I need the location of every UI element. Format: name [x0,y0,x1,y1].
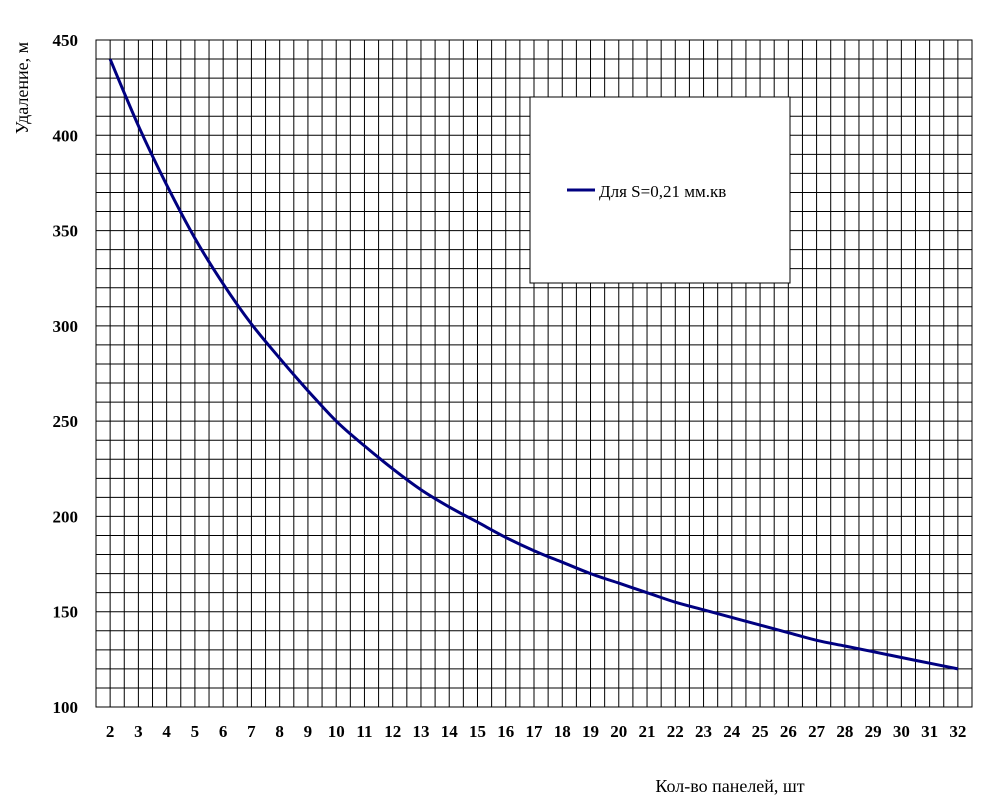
legend-label: Для S=0,21 мм.кв [599,182,726,201]
x-tick-label: 9 [304,722,313,741]
x-tick-label: 25 [752,722,769,741]
x-tick-label: 27 [808,722,826,741]
x-tick-label: 15 [469,722,486,741]
x-tick-label: 22 [667,722,684,741]
x-tick-label: 8 [275,722,284,741]
x-axis-ticks: 2 3 4 5 6 7 8 9 10 11 12 13 14 15 16 17 18 19 20 21 22 23 24 25… [106,722,966,741]
x-tick-label: 29 [865,722,882,741]
x-tick-label: 32 [949,722,966,741]
x-tick-label: 12 [384,722,401,741]
x-tick-label: 10 [328,722,345,741]
y-tick-label: 150 [53,603,79,622]
x-tick-label: 16 [497,722,514,741]
x-tick-label: 26 [780,722,797,741]
x-tick-label: 13 [412,722,429,741]
y-tick-label: 350 [53,222,79,241]
x-axis-title: Кол-во панелей, шт [655,776,804,796]
x-tick-label: 24 [723,722,741,741]
y-tick-label: 400 [53,126,79,145]
x-tick-label: 3 [134,722,143,741]
x-tick-label: 14 [441,722,459,741]
x-tick-label: 23 [695,722,712,741]
x-tick-label: 28 [836,722,853,741]
x-tick-label: 11 [356,722,372,741]
x-tick-label: 6 [219,722,228,741]
y-tick-label: 300 [53,317,79,336]
y-tick-label: 250 [53,412,79,431]
x-tick-label: 4 [162,722,171,741]
x-tick-label: 7 [247,722,256,741]
legend: Для S=0,21 мм.кв [529,96,791,284]
x-tick-label: 17 [526,722,544,741]
series-lines [108,58,959,671]
series-line [108,58,959,671]
y-axis-title: Удаление, м [12,42,32,134]
x-tick-label: 2 [106,722,115,741]
x-tick-label: 30 [893,722,910,741]
x-tick-label: 19 [582,722,599,741]
y-tick-label: 100 [53,698,79,717]
x-tick-label: 5 [191,722,200,741]
y-tick-label: 200 [53,507,79,526]
y-tick-label: 450 [53,31,79,50]
x-tick-label: 20 [610,722,627,741]
x-tick-label: 18 [554,722,571,741]
y-axis-ticks: 100 150 200 250 300 350 400 450 [53,31,79,717]
x-tick-label: 21 [639,722,656,741]
x-tick-label: 31 [921,722,938,741]
